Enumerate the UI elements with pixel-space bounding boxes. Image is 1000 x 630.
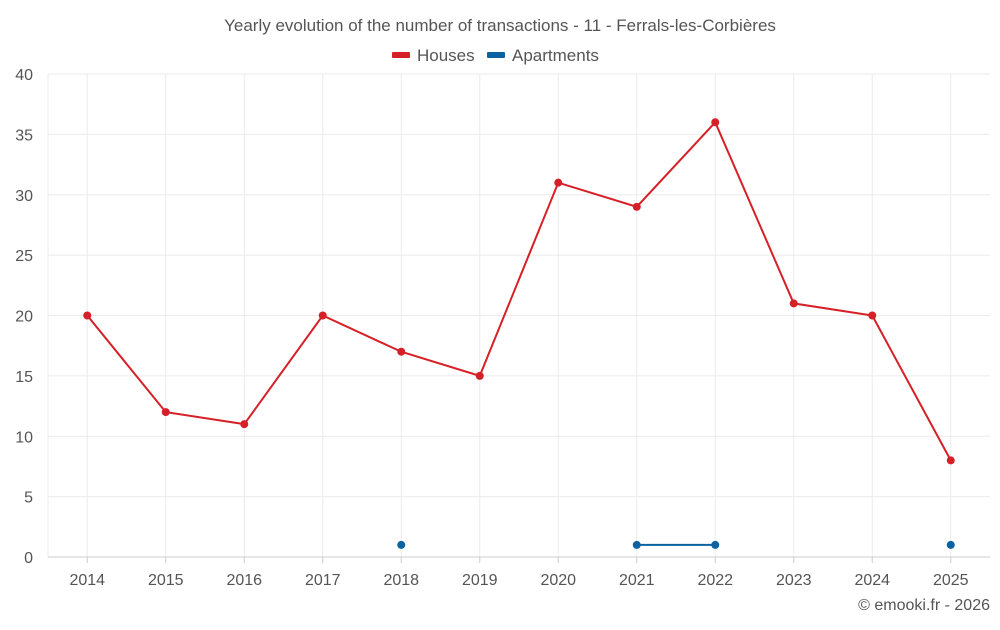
legend-swatch-houses	[392, 52, 410, 58]
grid	[48, 73, 990, 558]
houses-point	[946, 456, 955, 465]
x-tick-label: 2018	[383, 572, 419, 589]
y-tick-label: 5	[24, 490, 33, 507]
apartments-point	[397, 540, 406, 549]
x-tick-label: 2016	[226, 572, 262, 589]
houses-point	[318, 311, 327, 320]
houses-point	[83, 311, 92, 320]
y-tick-label: 25	[15, 248, 33, 265]
x-tick-label: 2015	[148, 572, 184, 589]
legend-label-apartments: Apartments	[512, 46, 599, 65]
x-tick-label: 2024	[854, 572, 890, 589]
houses-line	[86, 120, 952, 461]
houses-point	[397, 347, 406, 356]
legend-label-houses: Houses	[417, 46, 475, 65]
legend-swatch-apartments	[487, 52, 505, 58]
houses-point	[240, 420, 249, 429]
chart-title: Yearly evolution of the number of transa…	[224, 16, 776, 35]
houses-point	[632, 202, 641, 211]
series-group	[83, 118, 955, 549]
apartments-point	[946, 540, 955, 549]
houses-point	[475, 371, 484, 380]
y-tick-label: 40	[15, 67, 33, 84]
houses-point	[554, 178, 563, 187]
y-tick-label: 0	[24, 550, 33, 567]
houses-point	[789, 299, 798, 308]
y-tick-label: 30	[15, 188, 33, 205]
x-tick-label: 2014	[69, 572, 105, 589]
y-tick-label: 10	[15, 429, 33, 446]
x-tick-label: 2019	[462, 572, 498, 589]
apartments-point	[632, 540, 641, 549]
x-tick-label: 2017	[305, 572, 341, 589]
x-tick-label: 2020	[540, 572, 576, 589]
credit: © emooki.fr - 2026	[858, 597, 990, 614]
x-tick-label: 2025	[933, 572, 969, 589]
houses-point	[711, 118, 720, 127]
x-tick-label: 2021	[619, 572, 655, 589]
houses-point	[868, 311, 877, 320]
houses-point	[161, 408, 170, 417]
y-tick-label: 15	[15, 369, 33, 386]
x-tick-label: 2023	[776, 572, 812, 589]
y-tick-label: 20	[15, 309, 33, 326]
legend: Houses Apartments	[392, 46, 599, 65]
apartments-point	[711, 540, 720, 549]
x-tick-label: 2022	[697, 572, 733, 589]
y-tick-label: 35	[15, 127, 33, 144]
